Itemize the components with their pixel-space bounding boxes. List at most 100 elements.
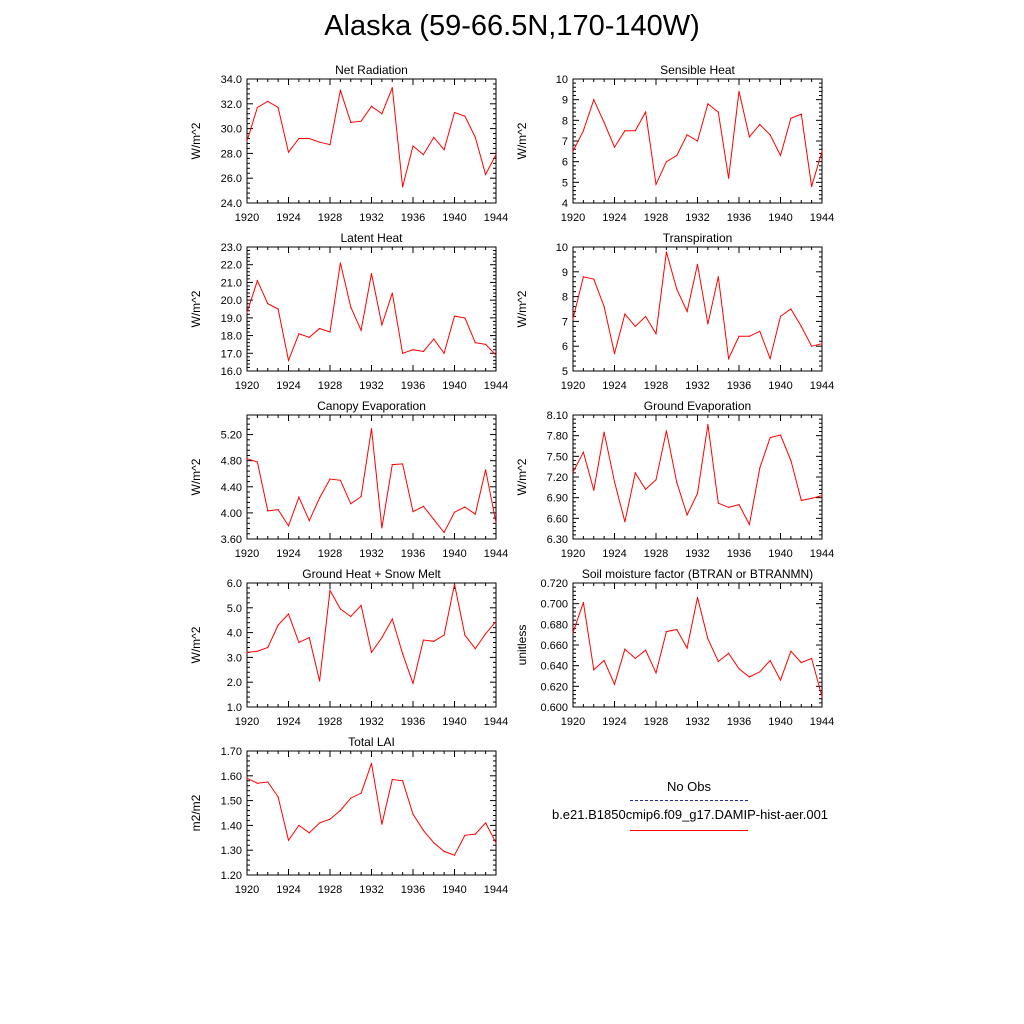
y-tick-label: 0.720 — [540, 578, 568, 590]
x-tick-label: 1944 — [484, 884, 508, 896]
y-tick-label: 8.10 — [547, 410, 568, 422]
data-point — [738, 335, 740, 337]
data-point — [381, 527, 383, 529]
data-point — [402, 186, 404, 188]
data-point — [370, 428, 373, 430]
data-point — [728, 652, 730, 654]
x-tick-label: 1932 — [685, 548, 709, 560]
data-point — [665, 430, 667, 432]
data-point — [391, 464, 393, 466]
data-point — [360, 604, 362, 606]
data-point — [800, 499, 802, 502]
series-line — [572, 251, 823, 361]
data-point — [779, 154, 782, 157]
x-tick-label: 1944 — [810, 716, 834, 728]
data-point — [412, 682, 414, 685]
data-point — [256, 280, 258, 282]
y-axis-label: W/m^2 — [515, 122, 529, 159]
y-tick-label: 10 — [556, 74, 568, 86]
data-point — [246, 458, 248, 460]
legend-run-label: b.e21.B1850cmip6.f09_g17.DAMIP-hist-aer.… — [551, 807, 829, 822]
y-tick-label: 26.0 — [221, 173, 242, 185]
data-point — [821, 343, 823, 345]
y-tick-label: 20.0 — [221, 295, 242, 307]
data-point — [593, 489, 595, 491]
x-tick-label: 1940 — [768, 548, 792, 560]
data-point — [319, 497, 321, 499]
data-point — [329, 818, 331, 820]
data-point — [655, 672, 657, 674]
data-point — [495, 620, 497, 623]
data-point — [707, 638, 709, 640]
x-tick-label: 1920 — [235, 212, 259, 224]
data-point — [433, 136, 435, 138]
y-tick-label: 0.620 — [540, 681, 568, 693]
series-line — [246, 428, 497, 534]
x-tick-label: 1928 — [318, 716, 342, 728]
data-point — [759, 330, 761, 332]
data-point — [717, 276, 719, 278]
panel-title: Canopy Evaporation — [317, 399, 426, 413]
data-point — [582, 130, 584, 132]
data-point — [339, 479, 341, 481]
data-point — [686, 514, 688, 516]
data-point — [267, 100, 269, 102]
data-point — [634, 325, 636, 327]
plot-frame — [246, 582, 497, 708]
data-point — [717, 660, 719, 663]
y-tick-label: 4 — [562, 198, 568, 210]
data-point — [329, 331, 331, 333]
x-tick-label: 1936 — [401, 212, 425, 224]
data-point — [603, 305, 605, 308]
data-point — [350, 306, 352, 308]
data-point — [821, 696, 823, 698]
y-tick-label: 0.640 — [540, 661, 568, 673]
data-point — [800, 325, 802, 327]
data-point — [603, 431, 605, 433]
y-tick-label: 4.00 — [221, 508, 242, 520]
x-tick-label: 1932 — [359, 380, 383, 392]
data-point — [381, 324, 383, 326]
y-tick-label: 6.30 — [547, 534, 568, 546]
data-point — [339, 608, 341, 610]
data-point — [433, 842, 435, 844]
x-tick-label: 1940 — [442, 212, 466, 224]
data-point — [645, 649, 647, 651]
x-tick-label: 1924 — [602, 380, 626, 392]
y-tick-label: 7.80 — [547, 431, 568, 443]
x-tick-label: 1940 — [442, 380, 466, 392]
x-tick-label: 1944 — [484, 380, 508, 392]
data-point — [686, 647, 688, 649]
data-point — [402, 780, 404, 782]
data-point — [474, 833, 476, 835]
data-point — [298, 641, 300, 644]
data-point — [287, 151, 290, 153]
y-tick-label: 10 — [556, 242, 568, 254]
x-tick-label: 1928 — [318, 212, 342, 224]
data-point — [696, 263, 699, 265]
y-tick-label: 5.20 — [221, 430, 242, 442]
data-point — [443, 850, 445, 853]
y-tick-label: 9 — [562, 267, 568, 279]
data-point — [381, 636, 383, 639]
data-point — [329, 589, 331, 592]
x-tick-label: 1936 — [401, 884, 425, 896]
data-point — [277, 308, 279, 310]
legend-obs-label: No Obs — [666, 779, 712, 794]
y-axis-label: W/m^2 — [189, 626, 203, 663]
data-point — [485, 633, 487, 635]
series-line — [572, 91, 823, 187]
y-tick-label: 30.0 — [221, 124, 242, 136]
data-point — [655, 479, 657, 481]
y-tick-label: 1.30 — [221, 845, 242, 857]
data-point — [572, 632, 574, 634]
data-point — [298, 333, 300, 335]
plot-frame — [246, 750, 497, 876]
data-point — [748, 676, 750, 678]
y-tick-label: 7 — [562, 136, 568, 148]
x-tick-label: 1944 — [810, 212, 834, 224]
data-point — [759, 671, 761, 673]
data-point — [645, 315, 647, 318]
y-tick-label: 5.0 — [227, 603, 242, 615]
data-point — [495, 842, 497, 844]
